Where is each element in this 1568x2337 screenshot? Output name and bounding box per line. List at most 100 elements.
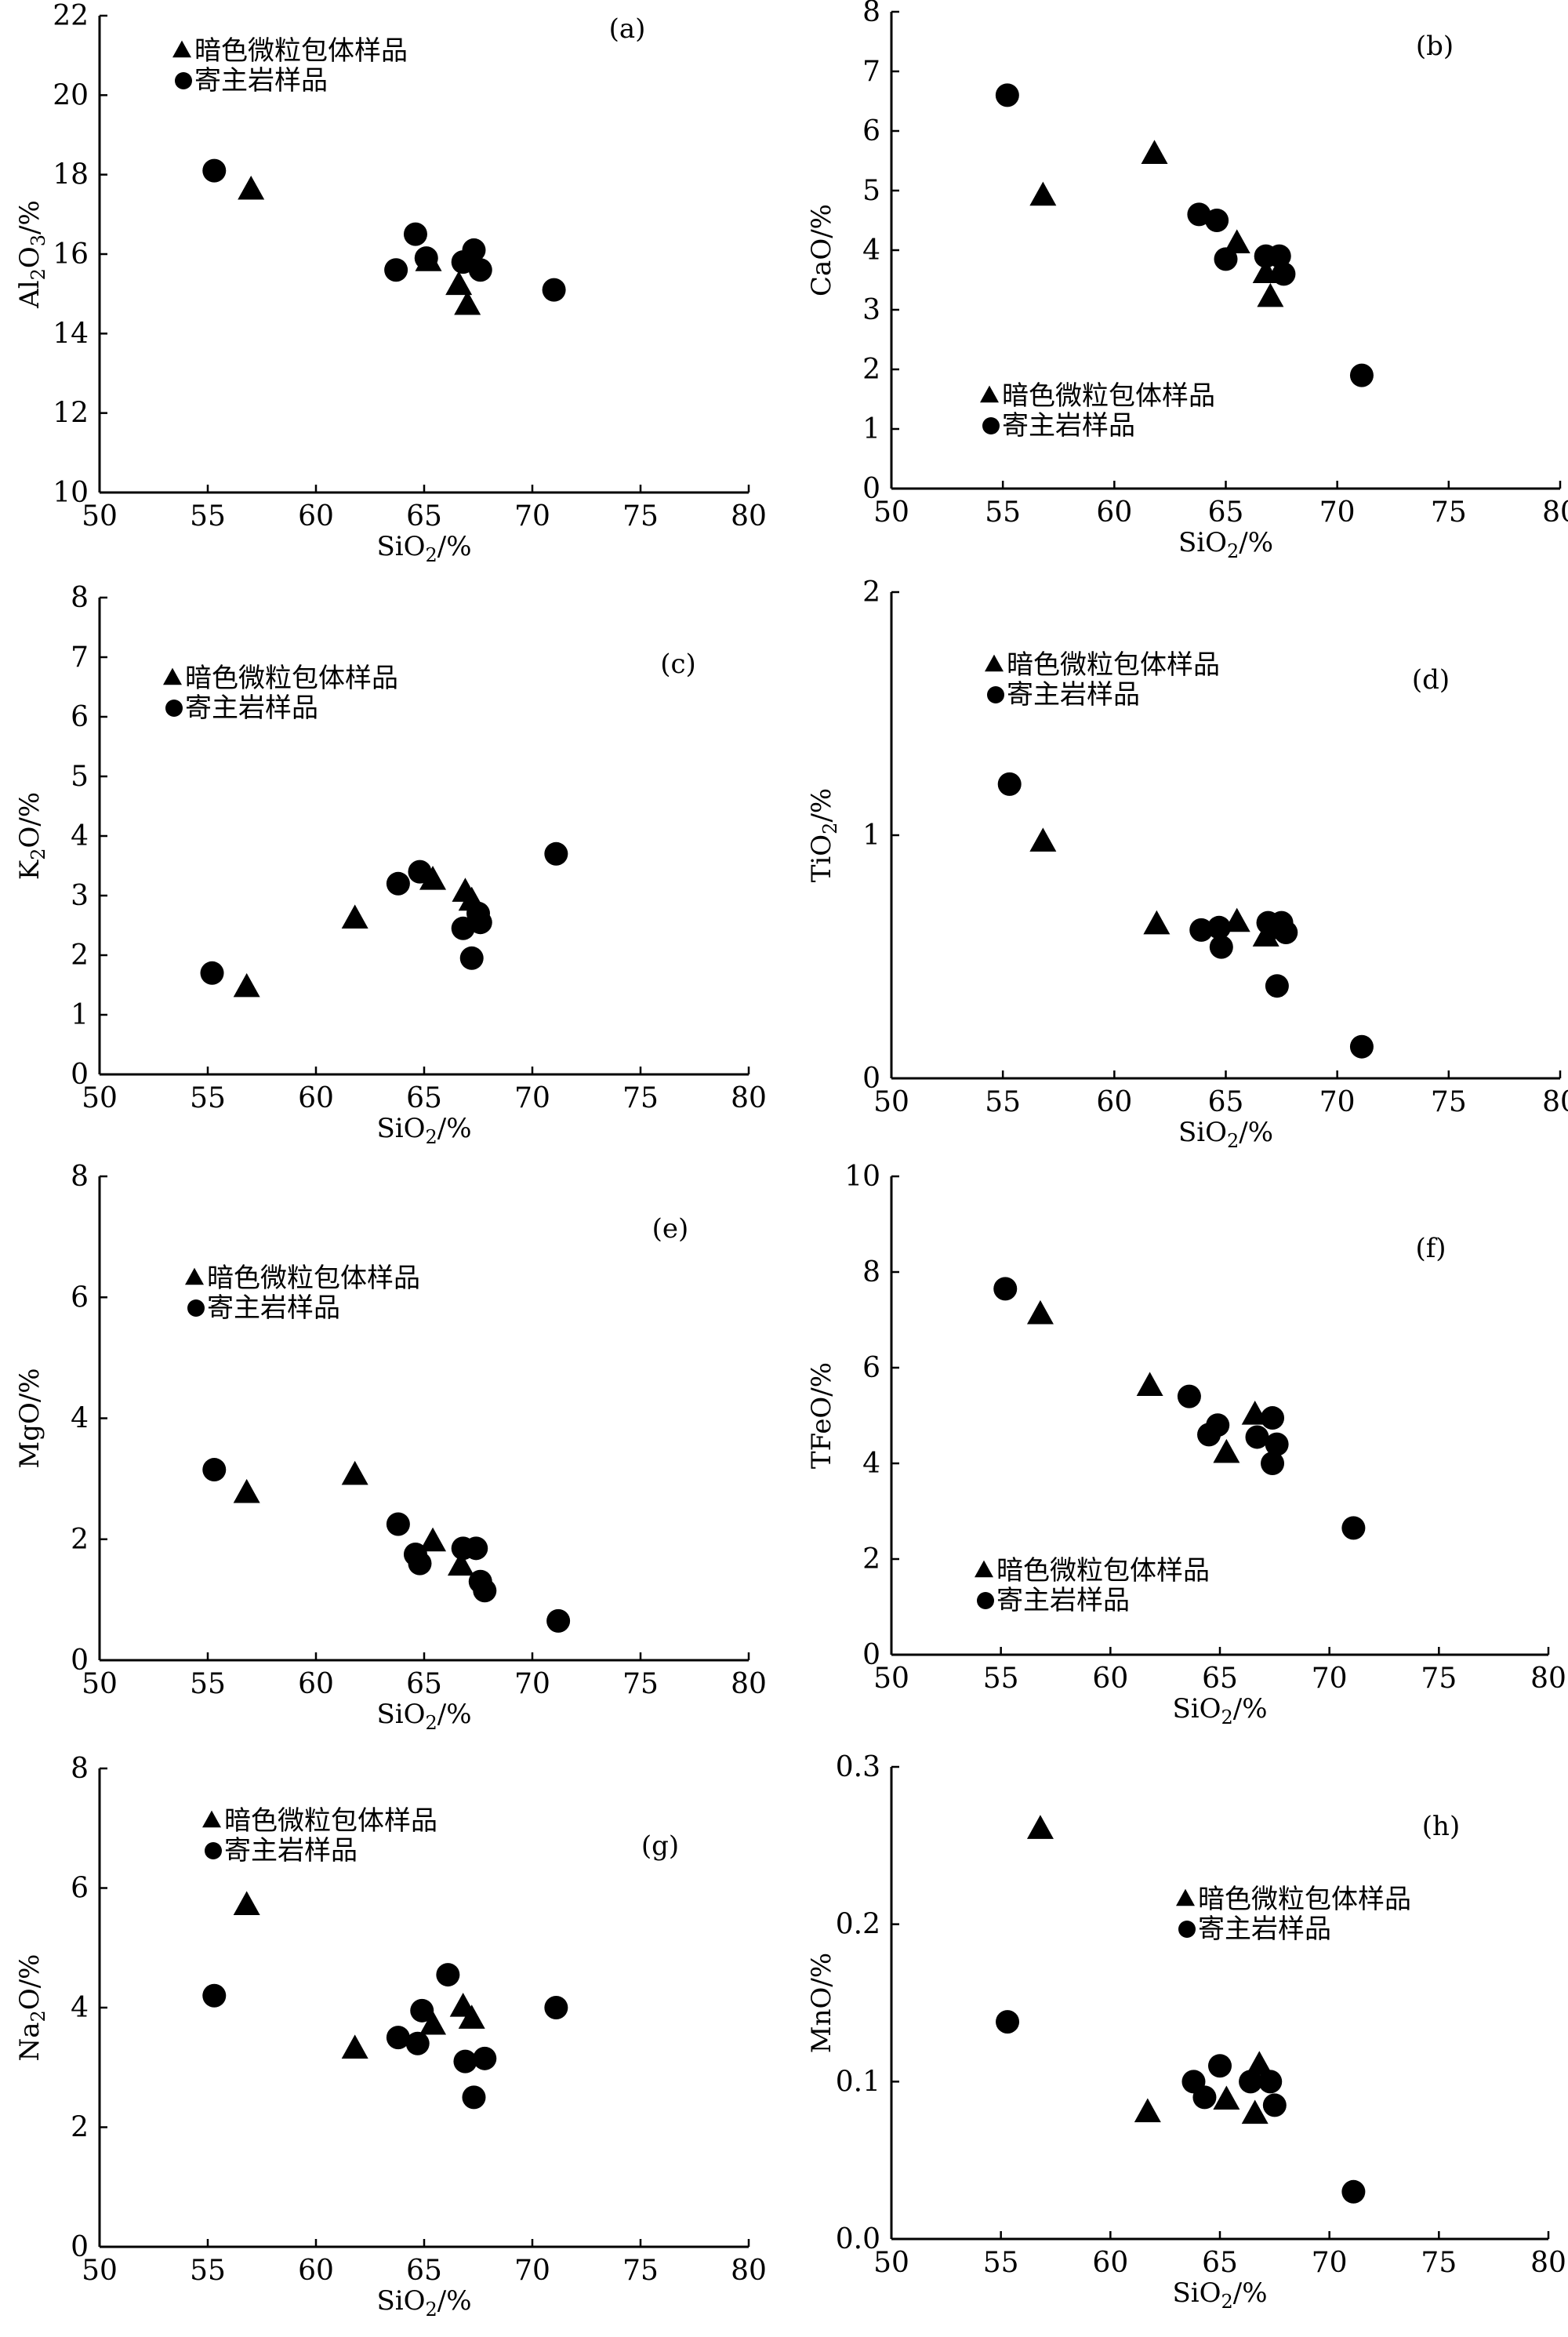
circle-point-d: [1274, 921, 1298, 944]
circle-point-d: [1189, 918, 1214, 942]
y-axis-title-f: TFeO/%: [806, 1362, 837, 1469]
x-tick-label-f: 75: [1421, 1663, 1457, 1695]
triangle-point-e: [341, 1460, 368, 1485]
legend-circle-e: [187, 1299, 205, 1317]
y-tick-label-c: 8: [71, 582, 89, 614]
legend-circle-a: [175, 72, 192, 89]
y-tick-label-g: 0: [71, 2231, 89, 2263]
y-tick-label-a: 14: [53, 318, 89, 350]
circle-point-h: [1262, 2093, 1287, 2117]
circle-point-b: [1187, 202, 1211, 227]
x-tick-label-b: 65: [1208, 496, 1244, 529]
x-axis-title-g: SiO2/%: [376, 2285, 471, 2321]
y-axis-title-c: K2O/%: [14, 792, 49, 880]
legend-triangle-g: [202, 1810, 221, 1828]
legend-triangle-d: [985, 654, 1004, 672]
panel-tag-b: (b): [1416, 31, 1454, 62]
panel-d: 50 55 60 65 70 75 80 0 1 2 SiO2/% TiO2/% (d) 暗色微粒包体样品…: [806, 576, 1568, 1152]
x-tick-label-e: 80: [731, 1668, 767, 1700]
x-tick-label-c: 80: [731, 1082, 767, 1114]
circle-point-b: [1272, 262, 1296, 286]
x-tick-label-h: 65: [1202, 2247, 1238, 2279]
circle-point-e: [546, 1608, 571, 1633]
circle-point-c: [200, 961, 224, 985]
y-tick-label-b: 8: [862, 0, 880, 28]
panel-tag-d: (d): [1412, 664, 1450, 696]
y-tick-label-c: 0: [71, 1059, 89, 1091]
y-tick-label-e: 6: [71, 1281, 89, 1314]
legend-circle-label-g: 寄主岩样品: [224, 1835, 358, 1866]
x-tick-label-c: 60: [298, 1082, 334, 1114]
circle-point-b: [1267, 244, 1291, 268]
circle-point-f: [1245, 1425, 1269, 1449]
triangle-point-f: [1026, 1299, 1054, 1325]
y-tick-label-c: 7: [71, 641, 89, 674]
legend-circle-label-a: 寄主岩样品: [194, 65, 328, 96]
y-tick-label-h: 0.2: [836, 1909, 880, 1941]
circle-point-a: [462, 238, 486, 262]
legend-triangle-b: [980, 385, 999, 403]
circle-point-e: [464, 1536, 488, 1561]
triangle-point-a: [238, 175, 265, 200]
legend-circle-label-e: 寄主岩样品: [207, 1292, 340, 1324]
circle-point-g: [386, 2026, 410, 2050]
circle-point-a: [414, 246, 438, 271]
circle-point-f: [1261, 1406, 1285, 1430]
legend-triangle-e: [185, 1267, 204, 1285]
circle-point-h: [996, 2010, 1020, 2034]
legend-triangle-label-b: 暗色微粒包体样品: [1002, 380, 1215, 412]
legend-circle-label-f: 寄主岩样品: [996, 1585, 1130, 1616]
x-tick-label-d: 65: [1208, 1086, 1244, 1118]
circle-point-e: [473, 1579, 497, 1603]
triangle-point-b: [1223, 229, 1250, 254]
panel-tag-g: (g): [641, 1830, 679, 1862]
panel-tag-c: (c): [660, 649, 696, 680]
circle-point-g: [405, 2031, 430, 2055]
circle-point-g: [436, 1963, 460, 1987]
y-tick-label-f: 0: [862, 1639, 880, 1671]
y-tick-label-d: 2: [862, 576, 880, 609]
y-tick-label-d: 1: [862, 820, 880, 852]
triangle-point-h: [1134, 2098, 1161, 2123]
circle-point-b: [1205, 209, 1229, 232]
triangle-point-c: [233, 972, 260, 998]
x-tick-label-g: 75: [622, 2255, 659, 2287]
y-tick-label-b: 0: [862, 473, 880, 505]
x-tick-label-c: 70: [514, 1082, 550, 1114]
x-tick-label-g: 70: [514, 2255, 550, 2287]
y-tick-label-e: 4: [71, 1403, 89, 1435]
circle-point-a: [202, 158, 227, 183]
x-tick-label-a: 65: [406, 500, 442, 532]
y-tick-label-g: 8: [71, 1753, 89, 1785]
y-tick-label-f: 8: [862, 1256, 880, 1288]
x-tick-label-h: 75: [1421, 2247, 1457, 2279]
circle-point-d: [1349, 1034, 1374, 1059]
y-axis-title-h: MnO/%: [806, 1953, 837, 2053]
triangle-point-e: [447, 1551, 474, 1576]
triangle-point-f: [1136, 1372, 1163, 1397]
legend-circle-label-b: 寄主岩样品: [1002, 410, 1135, 442]
y-tick-label-h: 0.0: [836, 2223, 880, 2255]
y-axis-title-e: MgO/%: [14, 1368, 45, 1468]
circle-point-b: [1214, 247, 1238, 271]
circle-point-d: [997, 772, 1022, 796]
legend-triangle-label-e: 暗色微粒包体样品: [207, 1263, 420, 1294]
x-tick-label-b: 50: [873, 496, 909, 529]
panel-tag-a: (a): [609, 13, 646, 45]
panel-tag-f: (f): [1415, 1233, 1446, 1264]
legend-triangle-h: [1176, 1888, 1195, 1906]
circle-point-f: [1265, 1432, 1289, 1456]
y-axis-title-a: Al2O3/%: [14, 200, 49, 309]
x-axis-title-e: SiO2/%: [376, 1699, 471, 1734]
x-tick-label-h: 70: [1312, 2247, 1348, 2279]
legend-triangle-label-c: 暗色微粒包体样品: [185, 663, 398, 694]
y-tick-label-h: 0.1: [836, 2066, 880, 2098]
y-tick-label-h: 0.3: [836, 1751, 880, 1783]
panel-b: 50 55 60 65 70 75 80 0 1 2 3 4 5 6 7 8 SiO2/% CaO/% (b) 暗色微…: [806, 0, 1568, 562]
